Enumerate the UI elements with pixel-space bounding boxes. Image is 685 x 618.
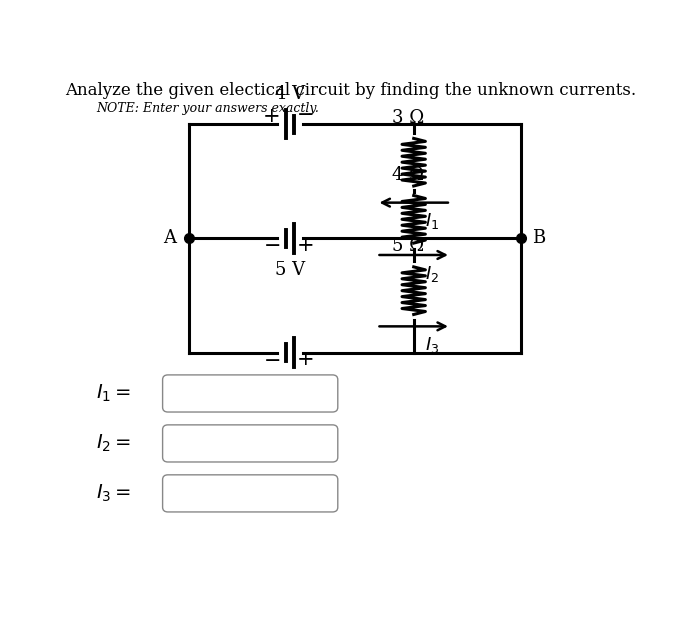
Text: −: − (264, 237, 282, 256)
Text: 5 Ω: 5 Ω (393, 237, 425, 255)
Text: +: + (262, 108, 280, 127)
FancyBboxPatch shape (162, 475, 338, 512)
Text: 4 Ω: 4 Ω (393, 166, 425, 184)
Text: $I_3 =$: $I_3 =$ (96, 483, 131, 504)
Text: +: + (297, 236, 314, 255)
FancyBboxPatch shape (162, 425, 338, 462)
Text: 4 V: 4 V (275, 375, 305, 394)
Text: $I_2 =$: $I_2 =$ (96, 433, 131, 454)
Text: 5 V: 5 V (275, 261, 305, 279)
Text: $I_1$: $I_1$ (425, 211, 439, 231)
Text: NOTE: Enter your answers exactly.: NOTE: Enter your answers exactly. (96, 102, 319, 115)
Text: B: B (532, 229, 545, 247)
Text: 4 V: 4 V (275, 85, 305, 103)
Text: −: − (297, 106, 314, 125)
Text: −: − (264, 352, 282, 371)
Text: $I_2$: $I_2$ (425, 263, 439, 284)
Text: $I_1 =$: $I_1 =$ (96, 383, 131, 404)
Text: $I_3$: $I_3$ (425, 335, 439, 355)
Text: 3 Ω: 3 Ω (393, 109, 425, 127)
Text: A: A (163, 229, 176, 247)
Text: Analyze the given electical circuit by finding the unknown currents.: Analyze the given electical circuit by f… (66, 82, 636, 99)
FancyBboxPatch shape (162, 375, 338, 412)
Text: +: + (297, 350, 314, 369)
